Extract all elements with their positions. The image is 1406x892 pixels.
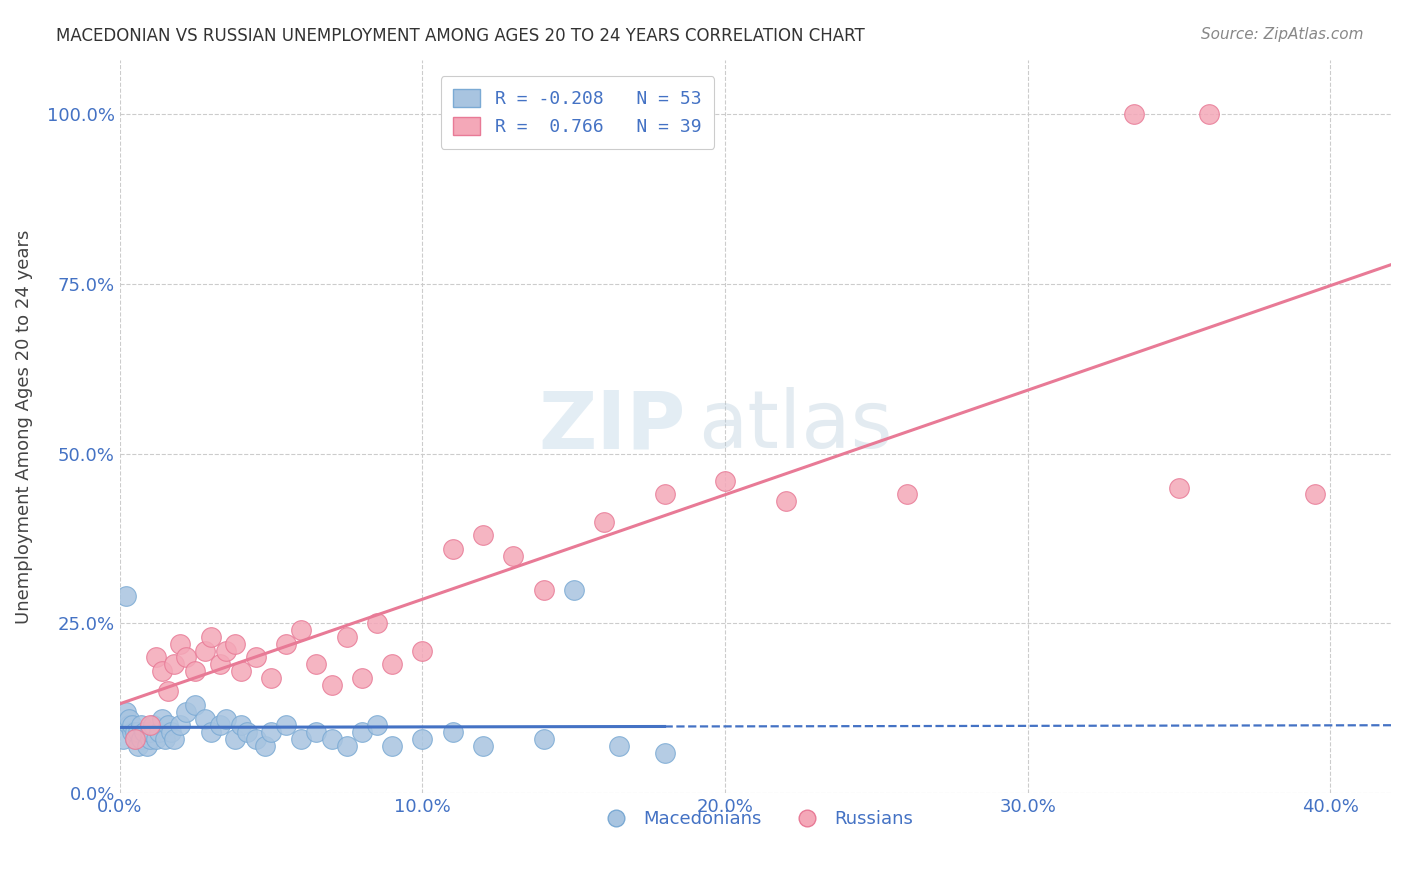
Point bbox=[169, 718, 191, 732]
Point bbox=[224, 637, 246, 651]
Point bbox=[193, 643, 215, 657]
Point bbox=[236, 725, 259, 739]
Point bbox=[254, 739, 277, 753]
Point bbox=[1122, 107, 1144, 121]
Point bbox=[157, 684, 180, 698]
Point bbox=[184, 698, 207, 712]
Point bbox=[132, 725, 155, 739]
Point bbox=[111, 731, 134, 746]
Point bbox=[114, 590, 136, 604]
Point bbox=[350, 671, 373, 685]
Point bbox=[124, 731, 146, 746]
Point bbox=[129, 731, 152, 746]
Y-axis label: Unemployment Among Ages 20 to 24 years: Unemployment Among Ages 20 to 24 years bbox=[15, 229, 32, 624]
Point bbox=[441, 541, 464, 556]
Point bbox=[472, 739, 495, 753]
Point bbox=[176, 650, 198, 665]
Point bbox=[184, 664, 207, 678]
Point bbox=[305, 657, 328, 672]
Point bbox=[129, 718, 152, 732]
Point bbox=[654, 746, 676, 760]
Point bbox=[114, 705, 136, 719]
Point bbox=[411, 643, 433, 657]
Point bbox=[607, 739, 630, 753]
Point bbox=[215, 643, 238, 657]
Point bbox=[245, 650, 267, 665]
Point bbox=[124, 725, 146, 739]
Point bbox=[150, 664, 173, 678]
Text: atlas: atlas bbox=[699, 387, 893, 466]
Point bbox=[260, 725, 283, 739]
Point bbox=[163, 731, 186, 746]
Point bbox=[276, 637, 298, 651]
Point bbox=[775, 494, 797, 508]
Point bbox=[305, 725, 328, 739]
Point bbox=[224, 731, 246, 746]
Point bbox=[290, 624, 312, 638]
Point bbox=[654, 487, 676, 501]
Point bbox=[290, 731, 312, 746]
Point bbox=[366, 718, 388, 732]
Point bbox=[411, 731, 433, 746]
Point bbox=[229, 664, 252, 678]
Point bbox=[139, 718, 162, 732]
Point bbox=[593, 515, 616, 529]
Text: Source: ZipAtlas.com: Source: ZipAtlas.com bbox=[1201, 27, 1364, 42]
Point bbox=[136, 739, 159, 753]
Point bbox=[208, 718, 231, 732]
Point bbox=[215, 712, 238, 726]
Point bbox=[148, 725, 170, 739]
Point bbox=[200, 725, 222, 739]
Point bbox=[381, 739, 404, 753]
Point bbox=[118, 718, 141, 732]
Point bbox=[366, 616, 388, 631]
Point bbox=[276, 718, 298, 732]
Point bbox=[124, 731, 146, 746]
Point bbox=[336, 630, 359, 644]
Point bbox=[145, 731, 167, 746]
Point bbox=[153, 731, 176, 746]
Point bbox=[1305, 487, 1327, 501]
Point bbox=[350, 725, 373, 739]
Point bbox=[193, 712, 215, 726]
Point bbox=[157, 718, 180, 732]
Legend: Macedonians, Russians: Macedonians, Russians bbox=[591, 803, 920, 836]
Point bbox=[321, 731, 343, 746]
Point bbox=[381, 657, 404, 672]
Point bbox=[145, 650, 167, 665]
Point bbox=[142, 718, 165, 732]
Point bbox=[229, 718, 252, 732]
Point bbox=[714, 474, 737, 488]
Text: ZIP: ZIP bbox=[538, 387, 686, 466]
Point bbox=[127, 739, 149, 753]
Point bbox=[169, 637, 191, 651]
Point bbox=[121, 718, 143, 732]
Point bbox=[260, 671, 283, 685]
Point bbox=[139, 725, 162, 739]
Point bbox=[127, 725, 149, 739]
Point bbox=[533, 731, 555, 746]
Point bbox=[441, 725, 464, 739]
Point bbox=[472, 528, 495, 542]
Point bbox=[200, 630, 222, 644]
Point bbox=[562, 582, 585, 597]
Point bbox=[336, 739, 359, 753]
Point bbox=[139, 731, 162, 746]
Point bbox=[150, 712, 173, 726]
Point bbox=[1198, 107, 1220, 121]
Point bbox=[208, 657, 231, 672]
Text: MACEDONIAN VS RUSSIAN UNEMPLOYMENT AMONG AGES 20 TO 24 YEARS CORRELATION CHART: MACEDONIAN VS RUSSIAN UNEMPLOYMENT AMONG… bbox=[56, 27, 865, 45]
Point bbox=[321, 678, 343, 692]
Point bbox=[121, 725, 143, 739]
Point bbox=[118, 712, 141, 726]
Point bbox=[502, 549, 524, 563]
Point bbox=[176, 705, 198, 719]
Point bbox=[896, 487, 918, 501]
Point bbox=[1168, 481, 1191, 495]
Point bbox=[163, 657, 186, 672]
Point bbox=[160, 725, 183, 739]
Point bbox=[533, 582, 555, 597]
Point bbox=[245, 731, 267, 746]
